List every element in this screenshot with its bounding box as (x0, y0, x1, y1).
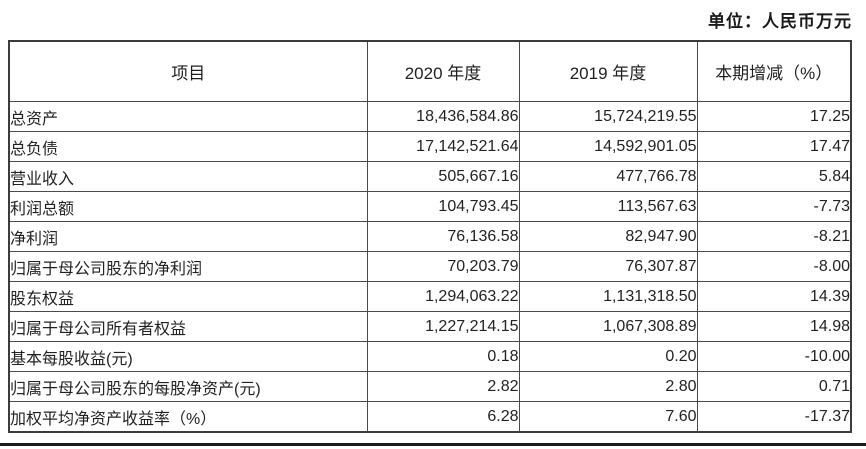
row-value-2019: 14,592,901.05 (518, 131, 698, 162)
row-change-pct: -8.00 (696, 251, 852, 282)
row-value-2019: 82,947.90 (518, 221, 698, 252)
row-value-2019: 2.80 (518, 371, 698, 402)
row-value-2019: 1,067,308.89 (518, 311, 698, 342)
row-item-label: 股东权益 (8, 281, 368, 312)
row-value-2019: 1,131,318.50 (518, 281, 698, 312)
row-value-2020: 1,227,214.15 (366, 311, 520, 342)
header-item: 项目 (8, 40, 368, 102)
table-row: 归属于母公司股东的每股净资产(元) 2.82 2.80 0.71 (8, 371, 852, 402)
row-value-2020: 104,793.45 (366, 191, 520, 222)
header-year-2020: 2020 年度 (366, 40, 520, 102)
row-value-2020: 505,667.16 (366, 161, 520, 192)
row-item-label: 归属于母公司所有者权益 (8, 311, 368, 342)
row-value-2020: 70,203.79 (366, 251, 520, 282)
table-row: 股东权益 1,294,063.22 1,131,318.50 14.39 (8, 281, 852, 312)
row-item-label: 净利润 (8, 221, 368, 252)
row-item-label: 加权平均净资产收益率（%） (8, 401, 368, 433)
table-row: 归属于母公司所有者权益 1,227,214.15 1,067,308.89 14.98 (8, 311, 852, 342)
row-change-pct: 17.25 (696, 101, 852, 132)
table-header-row: 项目 2020 年度 2019 年度 本期增减（%） (8, 40, 852, 102)
row-change-pct: -10.00 (696, 341, 852, 372)
table-row: 总负债 17,142,521.64 14,592,901.05 17.47 (8, 131, 852, 162)
row-value-2020: 0.18 (366, 341, 520, 372)
unit-label: 单位：人民币万元 (708, 12, 852, 31)
row-item-label: 营业收入 (8, 161, 368, 192)
row-change-pct: 14.98 (696, 311, 852, 342)
table-row: 利润总额 104,793.45 113,567.63 -7.73 (8, 191, 852, 222)
row-value-2020: 2.82 (366, 371, 520, 402)
row-change-pct: 17.47 (696, 131, 852, 162)
row-value-2019: 477,766.78 (518, 161, 698, 192)
table-row: 基本每股收益(元) 0.18 0.20 -10.00 (8, 341, 852, 372)
table-row: 营业收入 505,667.16 477,766.78 5.84 (8, 161, 852, 192)
table-row: 归属于母公司股东的净利润 70,203.79 76,307.87 -8.00 (8, 251, 852, 282)
row-value-2019: 76,307.87 (518, 251, 698, 282)
row-value-2020: 76,136.58 (366, 221, 520, 252)
row-value-2019: 113,567.63 (518, 191, 698, 222)
row-item-label: 归属于母公司股东的净利润 (8, 251, 368, 282)
table-row: 净利润 76,136.58 82,947.90 -8.21 (8, 221, 852, 252)
row-value-2020: 1,294,063.22 (366, 281, 520, 312)
row-value-2019: 0.20 (518, 341, 698, 372)
row-change-pct: -17.37 (696, 401, 852, 433)
row-change-pct: -8.21 (696, 221, 852, 252)
row-value-2019: 15,724,219.55 (518, 101, 698, 132)
row-value-2020: 6.28 (366, 401, 520, 433)
table-body: 总资产 18,436,584.86 15,724,219.55 17.25 总负债 17,… (8, 101, 852, 433)
row-change-pct: 0.71 (696, 371, 852, 402)
row-value-2020: 18,436,584.86 (366, 101, 520, 132)
row-change-pct: 14.39 (696, 281, 852, 312)
header-change-pct: 本期增减（%） (696, 40, 852, 102)
row-item-label: 利润总额 (8, 191, 368, 222)
row-item-label: 基本每股收益(元) (8, 341, 368, 372)
row-change-pct: -7.73 (696, 191, 852, 222)
row-value-2020: 17,142,521.64 (366, 131, 520, 162)
table-row: 加权平均净资产收益率（%） 6.28 7.60 -17.37 (8, 401, 852, 433)
financial-table: 项目 2020 年度 2019 年度 本期增减（%） 总资产 18,436,584… (8, 40, 852, 433)
row-value-2019: 7.60 (518, 401, 698, 433)
bottom-rule-divider (0, 443, 866, 446)
row-item-label: 总负债 (8, 131, 368, 162)
row-item-label: 总资产 (8, 101, 368, 132)
table-row: 总资产 18,436,584.86 15,724,219.55 17.25 (8, 101, 852, 132)
row-change-pct: 5.84 (696, 161, 852, 192)
header-year-2019: 2019 年度 (518, 40, 698, 102)
row-item-label: 归属于母公司股东的每股净资产(元) (8, 371, 368, 402)
